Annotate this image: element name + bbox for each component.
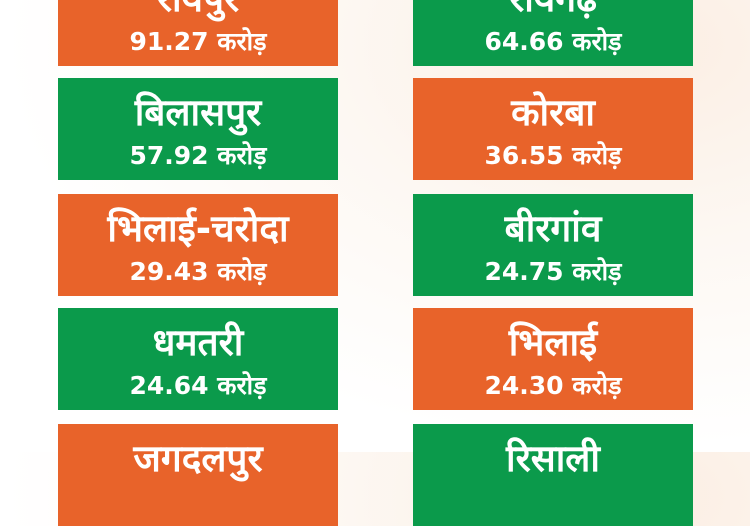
city-card-jagdalpur: जगदलपुर <box>58 424 338 526</box>
city-name: रायगढ़ <box>413 0 693 22</box>
city-name: रायपुर <box>58 0 338 22</box>
city-card-raigarh: रायगढ़ 64.66 करोड़ <box>413 0 693 66</box>
city-card-birgaon: बीरगांव 24.75 करोड़ <box>413 194 693 296</box>
city-card-risali: रिसाली <box>413 424 693 526</box>
city-card-bhilai-charoda: भिलाई-चरोदा 29.43 करोड़ <box>58 194 338 296</box>
city-amount: 36.55 करोड़ <box>484 141 622 170</box>
city-amount: 64.66 करोड़ <box>484 27 622 56</box>
city-card-raipur: रायपुर 91.27 करोड़ <box>58 0 338 66</box>
city-amount: 91.27 करोड़ <box>129 27 267 56</box>
city-name: बिलासपुर <box>134 91 262 134</box>
city-card-bhilai: भिलाई 24.30 करोड़ <box>413 308 693 410</box>
city-name: भिलाई-चरोदा <box>107 207 289 250</box>
city-name: रिसाली <box>506 437 600 480</box>
city-amount: 24.64 करोड़ <box>129 371 267 400</box>
city-amount: 24.30 करोड़ <box>484 371 622 400</box>
city-amount: 29.43 करोड़ <box>129 257 267 286</box>
city-card-korba: कोरबा 36.55 करोड़ <box>413 78 693 180</box>
city-card-bilaspur: बिलासपुर 57.92 करोड़ <box>58 78 338 180</box>
city-name: धमतरी <box>152 321 244 364</box>
city-name: बीरगांव <box>504 207 602 250</box>
city-name: कोरबा <box>511 91 595 134</box>
city-amount: 57.92 करोड़ <box>129 141 267 170</box>
city-card-dhamtari: धमतरी 24.64 करोड़ <box>58 308 338 410</box>
city-amount: 24.75 करोड़ <box>484 257 622 286</box>
city-name: भिलाई <box>508 321 598 364</box>
city-name: जगदलपुर <box>133 437 263 480</box>
